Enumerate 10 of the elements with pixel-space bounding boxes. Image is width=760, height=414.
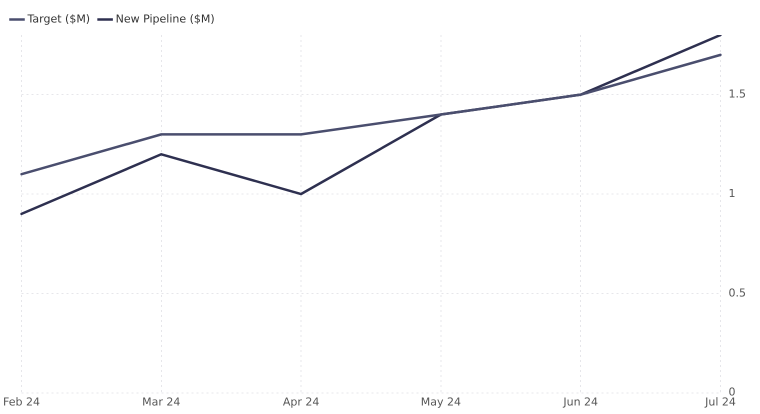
x-tick-label: Apr 24 [282, 395, 320, 408]
legend-label: New Pipeline ($M) [116, 12, 215, 26]
y-tick-label: 1 [728, 186, 736, 200]
y-tick-label: 1.5 [728, 87, 746, 100]
x-tick-label: Mar 24 [142, 395, 180, 408]
x-tick-label: Jun 24 [562, 395, 598, 408]
x-tick-label: Feb 24 [2, 395, 40, 408]
x-tick-label: May 24 [420, 395, 462, 408]
legend-label: Target ($M) [26, 12, 90, 26]
y-tick-label: 0.5 [728, 286, 746, 300]
